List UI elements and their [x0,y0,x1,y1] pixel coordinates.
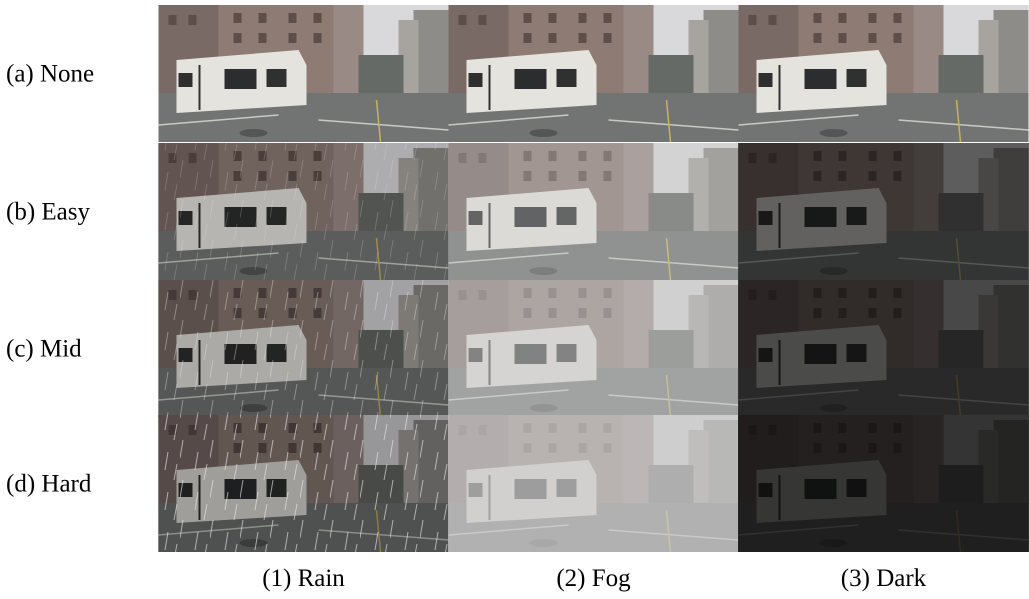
column-label: (1) Rain [262,565,345,592]
column-label: (2) Fog [556,565,631,592]
image-cell [449,5,739,142]
row-label: (b) Easy [6,199,90,226]
image-cell [448,415,739,552]
fog-overlay [448,415,739,552]
rain-streaks [158,143,449,280]
row-label: (d) Hard [6,471,92,498]
image-cell [448,143,739,280]
row-label: (a) None [6,61,94,88]
image-cell [738,280,1029,417]
photo [159,5,449,142]
photo [449,5,739,142]
rain-streaks [158,280,449,417]
image-cell [738,415,1029,552]
photo [739,5,1029,142]
image-cell [158,280,449,417]
dark-overlay [738,143,1029,280]
image-cell [158,143,449,280]
column-label: (3) Dark [841,565,927,592]
image-cell [158,415,449,552]
figure: (a) None (b) Easy (c) Mid (d) Hard (1) Rain (… [0,0,1029,594]
dark-overlay [738,415,1029,552]
row-label: (c) Mid [6,336,82,363]
dark-overlay [738,280,1029,417]
image-cell [739,5,1029,142]
rain-streaks [158,415,449,552]
fog-overlay [448,143,739,280]
fog-overlay [448,280,739,417]
image-cell [738,143,1029,280]
image-cell [448,280,739,417]
page: (a) None (b) Easy (c) Mid (d) Hard (1) Rain (… [0,0,1029,594]
image-cell [159,5,449,142]
